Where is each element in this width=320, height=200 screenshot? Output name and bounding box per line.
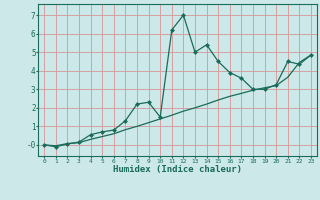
X-axis label: Humidex (Indice chaleur): Humidex (Indice chaleur) (113, 165, 242, 174)
